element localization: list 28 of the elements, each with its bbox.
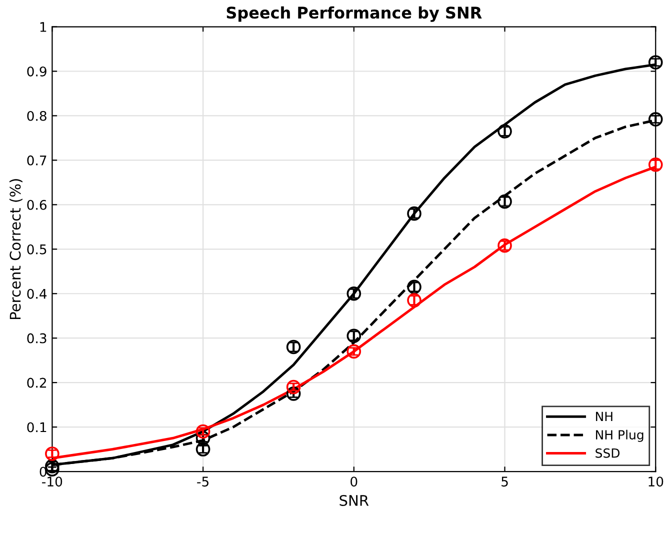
point: [648, 55, 663, 70]
y-tick-label: 0.8: [27, 110, 46, 121]
point: [45, 446, 60, 461]
y-tick-label: 0.1: [27, 422, 46, 432]
point: [45, 459, 60, 474]
y-tick-label: 0.3: [27, 333, 46, 344]
point: [196, 442, 210, 456]
point: [286, 386, 301, 401]
x-tick-label: 0: [350, 476, 358, 487]
y-tick-label: 0.7: [27, 155, 46, 166]
y-tick-label: 0.2: [27, 378, 46, 388]
point: [648, 112, 663, 126]
point: [196, 431, 210, 446]
legend-label: SSD: [596, 448, 620, 458]
chart-title: Speech Performance by SNR: [226, 6, 482, 22]
y-tick-label: 0.5: [27, 244, 46, 254]
y-tick-label: 0.6: [27, 200, 46, 210]
legend-label: NH: [596, 412, 612, 421]
y-axis-title: Percent Correct (%): [9, 179, 22, 320]
x-tick-label: -5: [197, 476, 208, 487]
y-tick-label: 0.9: [27, 66, 46, 76]
y-tick-label: 0.4: [27, 288, 47, 299]
x-tick-label: 5: [502, 476, 508, 487]
x-axis-title: SNR: [340, 494, 369, 506]
legend-label: NH Plug: [596, 430, 644, 442]
x-tick-label: -10: [42, 476, 62, 487]
y-tick-label: 1: [40, 22, 46, 32]
x-tick-label: 10: [648, 476, 664, 487]
